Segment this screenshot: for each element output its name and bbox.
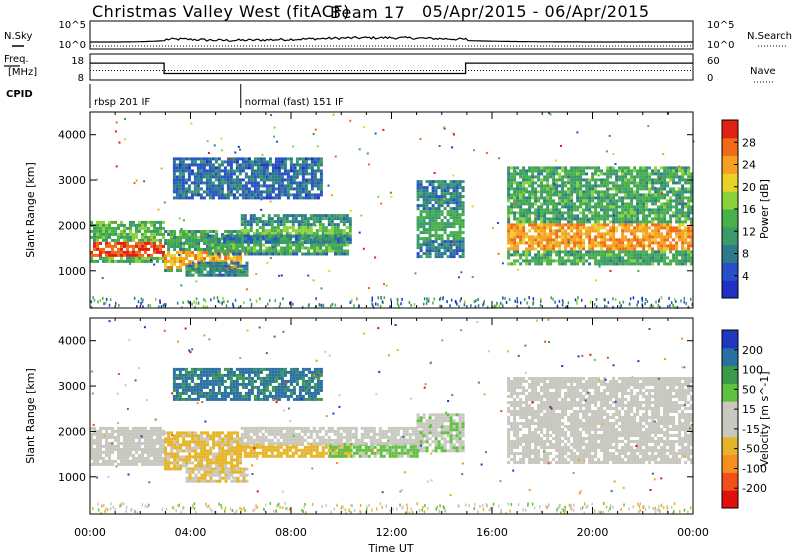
x-tick-label: 04:00 [175, 526, 207, 539]
freq-label: Freq. [4, 54, 29, 65]
colorbar-swatch [722, 173, 738, 192]
colorbar-tick-label: 4 [742, 270, 749, 283]
x-tick-label: 00:00 [74, 526, 106, 539]
power-colorbar: 28 24 20 16 12 8 4 Power [dB] [721, 119, 771, 299]
colorbar-swatch [722, 436, 738, 456]
colorbar-swatch [722, 120, 738, 139]
power-panel: 1000 2000 3000 4000 Slant Range [km] [24, 111, 695, 309]
colorbar-tick-label: 8 [742, 248, 749, 261]
x-tick-label: 12:00 [376, 526, 408, 539]
colorbar-swatch [722, 347, 738, 367]
colorbar-tick-label: 20 [742, 181, 756, 194]
y-tick-label: 1000 [58, 265, 86, 278]
colorbar-tick-label: 28 [742, 136, 756, 149]
nave-tick-low: 0 [707, 73, 713, 84]
beam-label: Beam 17 [330, 3, 405, 22]
y-tick-label: 4000 [58, 129, 86, 142]
noise-right-tick-high: 10^5 [707, 20, 734, 31]
date-range: 05/Apr/2015 - 06/Apr/2015 [422, 2, 650, 21]
colorbar-swatch [722, 330, 738, 349]
colorbar-swatch [722, 365, 738, 384]
colorbar-swatch [722, 472, 738, 491]
freq-tick-low: 8 [78, 73, 84, 84]
velocity-panel: 1000 2000 3000 4000 Slant Range [km] [24, 317, 694, 515]
colorbar-tick-label: 16 [742, 203, 756, 216]
x-tick-label: 00:00 [677, 526, 709, 539]
colorbar-swatch [722, 226, 738, 246]
range-axis-label: Slant Range [km] [24, 368, 37, 464]
radar-title: Christmas Valley West (fitACF) [92, 2, 350, 21]
colorbar-swatch [722, 244, 738, 263]
colorbar-tick-label: -100 [742, 462, 767, 475]
freq-unit: [MHz] [8, 67, 37, 78]
nave-tick-high: 60 [707, 56, 720, 67]
y-tick-label: 3000 [58, 174, 86, 187]
nsky-label: N.Sky [4, 31, 32, 42]
nsearch-label: N.Search [747, 31, 792, 42]
x-tick-label: 20:00 [577, 526, 609, 539]
noise-left-tick-high: 10^5 [59, 20, 86, 31]
colorbar-tick-label: -200 [742, 482, 767, 495]
cpid-strip: CPID rbsp 201 IF normal (fast) 151 IF [6, 84, 344, 108]
colorbar-tick-label: 12 [742, 225, 756, 238]
freq-tick-high: 18 [71, 56, 84, 67]
noise-right-tick-low: 10^0 [707, 40, 734, 51]
colorbar-swatch [722, 155, 738, 174]
y-tick-label: 2000 [58, 219, 86, 232]
colorbar-tick-label: 24 [742, 159, 756, 172]
cpid-segment-label: normal (fast) 151 IF [245, 97, 344, 108]
colorbar-swatch [722, 401, 738, 420]
cpid-label: CPID [6, 89, 33, 100]
freq-trace [90, 62, 693, 75]
colorbar-swatch [722, 137, 738, 157]
y-tick-label: 1000 [58, 471, 86, 484]
velocity-colorbar: 200 100 50 15 -15 -50 -100 -200 Velocity [m s^-1… [721, 329, 771, 509]
y-tick-label: 4000 [58, 335, 86, 348]
y-tick-label: 2000 [58, 425, 86, 438]
colorbar-swatch [722, 262, 738, 281]
colorbar-label: Velocity [m s^-1] [758, 371, 771, 466]
colorbar-swatch [722, 209, 738, 228]
nave-label: Nave [750, 66, 776, 77]
colorbar-tick-label: 50 [742, 383, 756, 396]
x-tick-label: 16:00 [476, 526, 508, 539]
noise-left-tick-low: 10^0 [59, 40, 86, 51]
time-axis: 00:00 04:00 08:00 12:00 16:00 20:00 00:00 [74, 526, 709, 539]
freq-panel: Freq. [MHz] 18 8 60 0 Nave [4, 53, 776, 84]
cpid-segment-label: rbsp 201 IF [94, 97, 150, 108]
colorbar-swatch [722, 490, 738, 509]
time-axis-label: Time UT [367, 542, 413, 554]
colorbar-tick-label: 100 [742, 364, 763, 377]
noise-sky-line [90, 35, 693, 43]
y-tick-label: 3000 [58, 380, 86, 393]
colorbar-swatch [722, 419, 738, 438]
colorbar-swatch [722, 191, 738, 210]
colorbar-tick-label: -15 [742, 423, 760, 436]
x-tick-label: 08:00 [275, 526, 307, 539]
colorbar-swatch [722, 383, 738, 402]
colorbar-tick-label: -50 [742, 443, 760, 456]
colorbar-label: Power [dB] [758, 179, 771, 239]
colorbar-swatch [722, 454, 738, 473]
colorbar-swatch [722, 280, 738, 299]
range-axis-label: Slant Range [km] [24, 162, 37, 258]
noise-panel: N.Sky N.Search 10^5 10^0 10^5 10^0 [4, 20, 792, 51]
colorbar-tick-label: 200 [742, 344, 763, 357]
colorbar-tick-label: 15 [742, 403, 756, 416]
